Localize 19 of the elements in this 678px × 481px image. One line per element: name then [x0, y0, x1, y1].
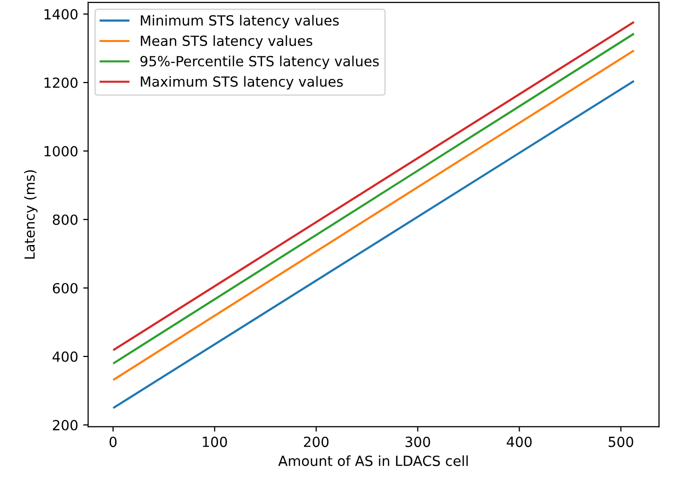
y-axis-title: Latency (ms) — [24, 170, 38, 259]
y-tick-label: 800 — [52, 214, 78, 225]
y-tick-label: 1400 — [44, 9, 78, 20]
x-axis-title: Amount of AS in LDACS cell — [278, 455, 468, 466]
x-tick-label: 400 — [506, 436, 532, 448]
y-tick-label: 1200 — [44, 77, 78, 88]
x-tick-label: 0 — [110, 436, 117, 448]
legend-label: Maximum STS latency values — [140, 76, 343, 90]
x-tick-label: 100 — [202, 436, 227, 448]
y-tick-label: 400 — [52, 351, 78, 362]
x-tick-label: 300 — [406, 436, 430, 448]
y-tick-label: 200 — [52, 420, 78, 430]
x-tick-label: 500 — [608, 436, 634, 448]
x-tick-label: 200 — [304, 436, 329, 448]
y-tick-label: 1000 — [44, 146, 78, 156]
legend-label: Minimum STS latency values — [140, 14, 339, 28]
legend-label: Mean STS latency values — [140, 35, 312, 49]
y-tick-label: 600 — [52, 282, 78, 294]
legend-label: 95%-Percentile STS latency values — [140, 56, 379, 70]
